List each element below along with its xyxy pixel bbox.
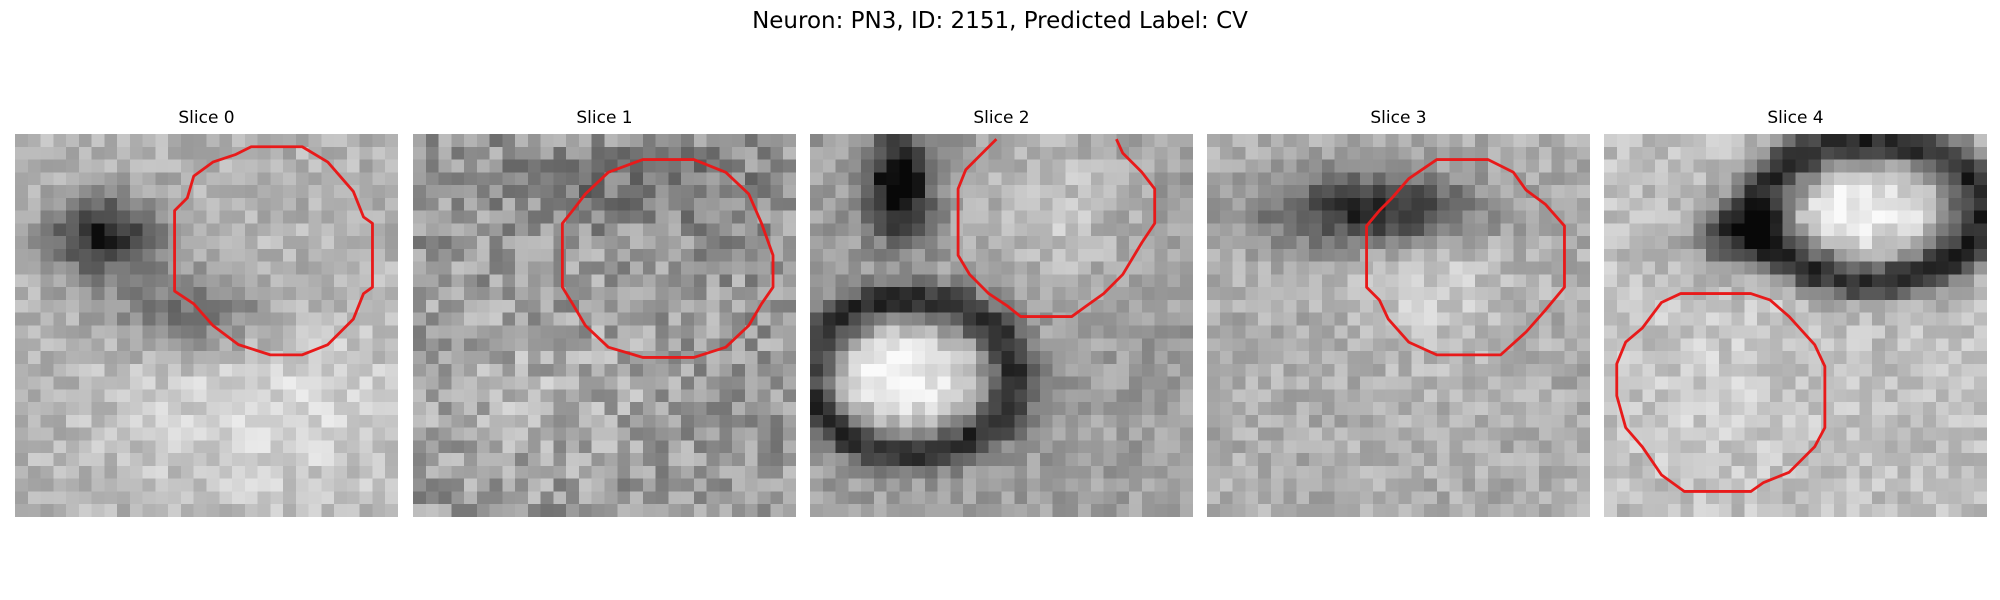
slice-title: Slice 2 bbox=[973, 108, 1030, 128]
slice-image bbox=[1604, 134, 1987, 517]
slice-title: Slice 0 bbox=[178, 108, 235, 128]
figure-title: Neuron: PN3, ID: 2151, Predicted Label: … bbox=[752, 8, 1248, 34]
slice-title: Slice 3 bbox=[1370, 108, 1427, 128]
grayscale-pixels bbox=[1207, 134, 1590, 517]
grayscale-pixels bbox=[413, 134, 796, 517]
slice-image bbox=[15, 134, 398, 517]
slice-title: Slice 4 bbox=[1767, 108, 1824, 128]
grayscale-pixels bbox=[1604, 134, 1987, 517]
grayscale-pixels bbox=[15, 134, 398, 517]
slice-panel-0: Slice 0 bbox=[15, 108, 398, 520]
red-contour bbox=[560, 158, 775, 359]
red-contour bbox=[956, 138, 1157, 318]
grayscale-pixels bbox=[810, 134, 1193, 517]
red-contour bbox=[1615, 292, 1827, 493]
slice-panel-4: Slice 4 bbox=[1604, 108, 1987, 520]
slice-image bbox=[810, 134, 1193, 517]
slice-panel-3: Slice 3 bbox=[1207, 108, 1590, 520]
slice-image bbox=[413, 134, 796, 517]
red-contour bbox=[173, 145, 374, 357]
slice-title: Slice 1 bbox=[576, 108, 633, 128]
slice-panel-1: Slice 1 bbox=[413, 108, 796, 520]
red-contour bbox=[1365, 158, 1566, 357]
slice-panel-2: Slice 2 bbox=[810, 108, 1193, 520]
slice-image bbox=[1207, 134, 1590, 517]
